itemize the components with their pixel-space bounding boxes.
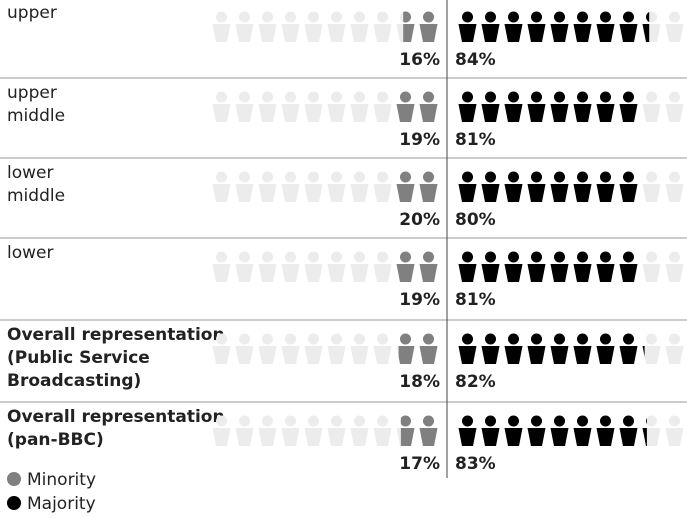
minority-icons	[403, 11, 438, 42]
value-label: 83%	[455, 454, 496, 474]
category-label: upper	[7, 83, 57, 103]
majority-icons	[458, 333, 645, 364]
value-label: 81%	[455, 130, 496, 150]
value-label: 81%	[455, 290, 496, 310]
value-label: 19%	[399, 130, 440, 150]
majority-icons	[458, 251, 638, 282]
minority-icons	[396, 91, 438, 122]
category-label: (pan-BBC)	[7, 430, 104, 450]
majority-icons	[458, 11, 650, 42]
majority-icons	[458, 415, 647, 446]
category-label: upper	[7, 3, 57, 23]
category-label: middle	[7, 186, 65, 206]
category-label: lower	[7, 243, 53, 263]
value-label: 82%	[455, 372, 496, 392]
legend-label: Minority	[27, 470, 96, 490]
category-label: lower	[7, 163, 53, 183]
category-label: middle	[7, 106, 65, 126]
category-label: Overall representation	[7, 325, 225, 345]
category-label: (Public Service	[7, 348, 150, 368]
value-label: 17%	[399, 454, 440, 474]
minority-icons	[396, 171, 438, 202]
value-label: 84%	[455, 50, 496, 70]
value-label: 20%	[399, 210, 440, 230]
majority-icons	[458, 91, 638, 122]
category-label: Broadcasting)	[7, 371, 141, 391]
minority-icons	[400, 415, 438, 446]
value-label: 80%	[455, 210, 496, 230]
minority-icons	[398, 333, 438, 364]
value-label: 16%	[399, 50, 440, 70]
legend-swatch	[7, 496, 21, 510]
category-label: Overall representation	[7, 407, 225, 427]
legend-label: Majority	[27, 494, 96, 514]
legend-swatch	[7, 472, 21, 486]
value-label: 19%	[399, 290, 440, 310]
minority-icons	[396, 251, 438, 282]
value-label: 18%	[399, 372, 440, 392]
majority-icons	[458, 171, 638, 202]
